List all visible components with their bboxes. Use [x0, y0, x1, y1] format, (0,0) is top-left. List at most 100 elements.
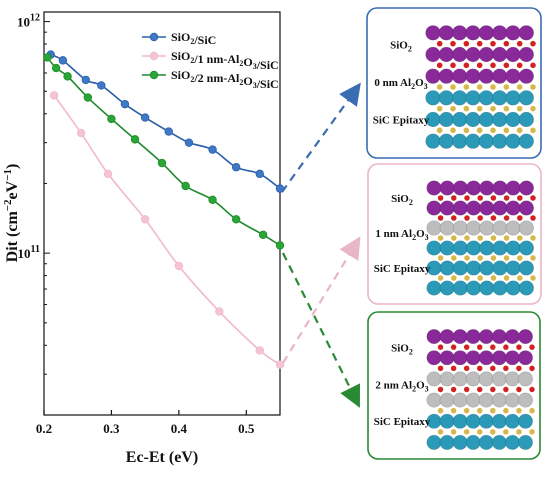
data-point [181, 181, 190, 191]
oxygen-atom [529, 344, 535, 350]
oxygen-atom [464, 195, 470, 201]
sio2-atom [439, 180, 455, 196]
legend-label: SiO2/SiC [171, 30, 216, 47]
oxygen-atom [516, 344, 522, 350]
al2o3-atom [426, 371, 442, 387]
oxygen-atom [463, 365, 470, 372]
sic-atom [438, 111, 454, 128]
sic-atom [505, 111, 521, 128]
sio2-atom [492, 200, 508, 216]
sio2-atom [438, 46, 454, 63]
data-point [43, 53, 52, 62]
oxygen-atom [463, 40, 470, 47]
sic-atom [452, 111, 468, 128]
sio2-atom [517, 350, 533, 366]
sic-atom [505, 260, 521, 276]
oxygen-atom [437, 386, 444, 393]
carbon-atom [451, 255, 457, 261]
sic-atom [479, 280, 495, 296]
data-point [76, 128, 86, 138]
oxygen-atom [503, 195, 510, 201]
sic-atom [439, 260, 455, 276]
sic-atom [465, 434, 481, 450]
panel-label: SiO2 [391, 193, 413, 207]
sic-atom [492, 280, 508, 296]
carbon-atom [437, 429, 444, 435]
carbon-atom [530, 235, 536, 241]
data-point [174, 261, 184, 271]
data-point [255, 346, 264, 355]
oxygen-atom [530, 62, 536, 69]
sio2-atom [439, 329, 455, 345]
sic-atom [452, 260, 468, 276]
carbon-atom [517, 235, 523, 241]
al2o3-atom [426, 392, 442, 408]
carbon-atom [437, 235, 444, 241]
al2o3-atom [466, 220, 482, 236]
data-point [107, 114, 116, 124]
oxygen-atom [529, 365, 535, 372]
carbon-atom [463, 429, 470, 435]
plot-frame [43, 11, 281, 416]
oxygen-atom [450, 62, 456, 69]
x-tick-label: 0.2 [36, 421, 52, 436]
carbon-atom [503, 407, 509, 414]
sio2-atom [478, 350, 494, 366]
sio2-atom [518, 200, 534, 216]
oxygen-atom [516, 365, 522, 372]
carbon-atom [516, 84, 523, 90]
sic-atom [452, 90, 468, 106]
sic-atom [492, 133, 508, 149]
sic-atom [491, 434, 507, 450]
atom-stack [426, 180, 536, 296]
oxygen-atom [450, 386, 457, 393]
carbon-atom [464, 235, 470, 241]
legend-swatch-marker [149, 51, 159, 61]
legend-label: SiO2/2 nm-Al2O3/SiC [171, 68, 279, 91]
oxygen-atom [436, 62, 443, 69]
oxygen-atom [463, 386, 470, 393]
oxygen-atom [436, 40, 443, 47]
series-1 [49, 91, 285, 369]
structure-panel-2: SiO2 2 nm Al2O3 SiC Epitaxy [367, 311, 541, 460]
series-line [53, 94, 281, 366]
sio2-atom [466, 200, 482, 216]
chart-ticks: 0.2 0.3 0.4 0.5 1011 1012 [17, 13, 255, 436]
carbon-atom [490, 127, 496, 134]
al2o3-atom [504, 392, 520, 408]
sic-atom [492, 111, 508, 128]
carbon-atom [530, 255, 536, 261]
carbon-atom [451, 235, 457, 241]
carbon-atom [450, 429, 457, 435]
carbon-atom [516, 407, 522, 414]
sio2-atom [479, 180, 495, 196]
oxygen-atom [503, 62, 510, 69]
sio2-atom [504, 329, 520, 345]
carbon-atom [476, 105, 483, 112]
carbon-atom [436, 84, 443, 90]
panel-label: 0 nm Al2O3 [374, 77, 427, 91]
sic-atom [439, 434, 455, 450]
carbon-atom [437, 407, 444, 414]
al2o3-atom [478, 392, 494, 408]
oxygen-atom [437, 344, 444, 350]
carbon-atom [477, 275, 483, 281]
panel-label: SiO2 [390, 40, 412, 54]
sic-atom [504, 434, 520, 450]
data-point [231, 215, 241, 224]
sic-atom [504, 413, 520, 429]
oxygen-atom [490, 365, 496, 372]
oxygen-atom [503, 344, 509, 350]
carbon-atom [490, 255, 497, 261]
oxygen-atom [516, 386, 522, 393]
data-point [255, 169, 264, 179]
carbon-atom [530, 275, 536, 281]
oxygen-atom [516, 62, 523, 69]
sic-atom [465, 111, 481, 128]
sic-atom [478, 434, 494, 450]
sic-atom [505, 133, 521, 149]
sio2-atom [478, 329, 494, 345]
sio2-atom [491, 329, 507, 345]
data-point [208, 145, 217, 154]
